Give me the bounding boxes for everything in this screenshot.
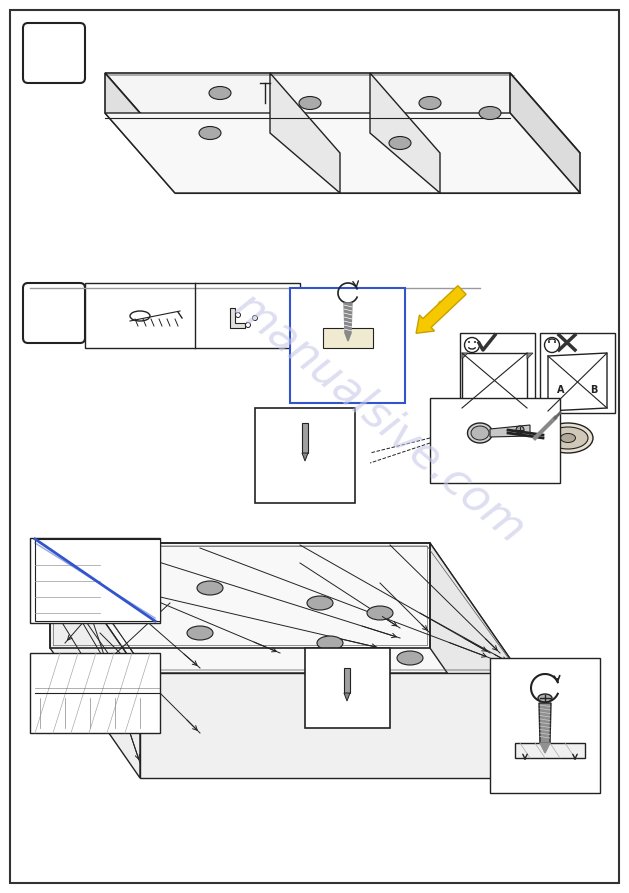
Polygon shape	[456, 402, 462, 408]
Polygon shape	[35, 539, 160, 621]
FancyBboxPatch shape	[30, 538, 160, 623]
Ellipse shape	[397, 651, 423, 665]
Polygon shape	[302, 423, 308, 453]
Polygon shape	[270, 73, 340, 193]
Polygon shape	[50, 543, 140, 778]
Polygon shape	[345, 333, 351, 341]
Ellipse shape	[235, 313, 240, 318]
Text: A: A	[557, 385, 564, 395]
Ellipse shape	[543, 423, 593, 453]
Polygon shape	[462, 353, 527, 408]
FancyBboxPatch shape	[290, 288, 405, 403]
Ellipse shape	[554, 341, 556, 343]
Ellipse shape	[548, 427, 588, 449]
Polygon shape	[521, 402, 527, 408]
Polygon shape	[462, 353, 468, 359]
Text: B: B	[590, 385, 598, 395]
Ellipse shape	[130, 311, 150, 321]
Ellipse shape	[474, 341, 476, 343]
FancyBboxPatch shape	[540, 333, 615, 413]
Ellipse shape	[317, 636, 343, 650]
FancyBboxPatch shape	[23, 283, 85, 343]
FancyBboxPatch shape	[10, 10, 619, 883]
FancyBboxPatch shape	[460, 333, 535, 413]
Ellipse shape	[299, 96, 321, 110]
Polygon shape	[548, 353, 607, 411]
Polygon shape	[230, 308, 245, 328]
FancyBboxPatch shape	[490, 658, 600, 793]
FancyBboxPatch shape	[85, 283, 300, 348]
Polygon shape	[510, 73, 580, 193]
Polygon shape	[539, 703, 551, 743]
FancyBboxPatch shape	[255, 408, 355, 503]
Polygon shape	[527, 353, 533, 359]
Ellipse shape	[245, 322, 250, 328]
Polygon shape	[105, 73, 175, 193]
Ellipse shape	[389, 137, 411, 149]
Ellipse shape	[187, 626, 213, 640]
Polygon shape	[105, 113, 580, 193]
Ellipse shape	[419, 96, 441, 110]
Ellipse shape	[117, 566, 143, 580]
FancyBboxPatch shape	[430, 398, 560, 483]
Polygon shape	[540, 743, 550, 753]
Polygon shape	[344, 693, 350, 701]
Polygon shape	[370, 73, 440, 193]
Polygon shape	[323, 328, 373, 348]
Polygon shape	[302, 453, 308, 461]
Ellipse shape	[252, 315, 257, 321]
Ellipse shape	[548, 341, 550, 343]
Ellipse shape	[479, 106, 501, 120]
Ellipse shape	[209, 87, 231, 99]
Ellipse shape	[538, 694, 552, 702]
Polygon shape	[430, 543, 520, 778]
Ellipse shape	[199, 127, 221, 139]
Ellipse shape	[560, 433, 576, 443]
Ellipse shape	[307, 596, 333, 610]
Polygon shape	[490, 425, 530, 437]
Text: manualsive.com: manualsive.com	[226, 284, 534, 552]
Polygon shape	[344, 668, 350, 693]
Ellipse shape	[467, 423, 493, 443]
Polygon shape	[50, 543, 520, 673]
Ellipse shape	[367, 606, 393, 620]
Ellipse shape	[464, 338, 479, 353]
FancyArrow shape	[416, 286, 466, 333]
FancyBboxPatch shape	[23, 23, 85, 83]
Polygon shape	[515, 743, 585, 758]
Ellipse shape	[197, 581, 223, 595]
Polygon shape	[105, 73, 580, 153]
Polygon shape	[344, 303, 352, 333]
Ellipse shape	[471, 426, 489, 440]
FancyBboxPatch shape	[30, 653, 160, 733]
FancyBboxPatch shape	[305, 648, 390, 728]
Polygon shape	[140, 673, 520, 778]
Ellipse shape	[516, 426, 524, 434]
Ellipse shape	[545, 338, 560, 353]
Ellipse shape	[468, 341, 470, 343]
